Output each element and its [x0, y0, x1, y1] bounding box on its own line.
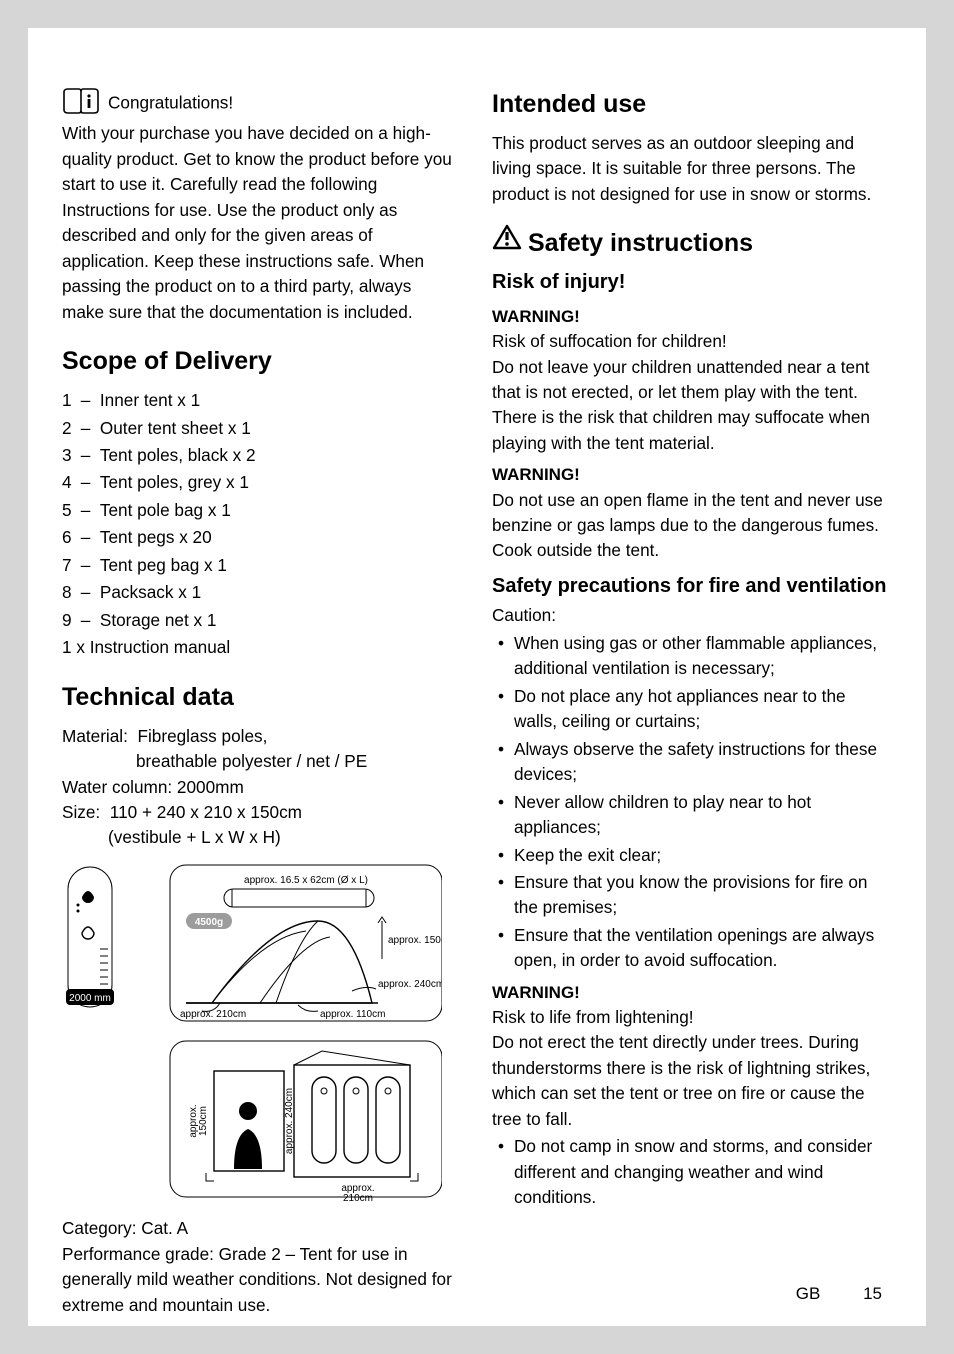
intended-body: This product serves as an outdoor sleepi…: [492, 131, 888, 207]
list-item: Do not camp in snow and storms, and cons…: [492, 1134, 888, 1210]
tech-block: Material: Fibreglass poles, breathable p…: [62, 724, 458, 851]
list-item: Always observe the safety instructions f…: [492, 737, 888, 788]
list-item: When using gas or other flammable applia…: [492, 631, 888, 682]
warning-1-label: WARNING!: [492, 304, 888, 329]
category-text: Category: Cat. A: [62, 1216, 458, 1241]
safety-bullets: When using gas or other flammable applia…: [492, 631, 888, 974]
warning-2-label: WARNING!: [492, 462, 888, 487]
svg-text:approx. 210cm: approx. 210cm: [180, 1009, 246, 1020]
list-item: 6 – Tent pegs x 20: [62, 525, 458, 550]
footer-lang: GB: [796, 1284, 821, 1303]
warning-1-body: Do not leave your children unattended ne…: [492, 355, 888, 457]
page: Congratulations! With your purchase you …: [28, 28, 926, 1326]
size-2: (vestibule + L x W x H): [62, 825, 458, 850]
water-column: Water column: 2000mm: [62, 775, 458, 800]
tech-heading: Technical data: [62, 679, 458, 716]
size-1: 110 + 240 x 210 x 150cm: [110, 802, 302, 822]
right-column: Intended use This product serves as an o…: [492, 86, 888, 1266]
performance-text: Performance grade: Grade 2 – Tent for us…: [62, 1242, 458, 1318]
list-item: 7 – Tent peg bag x 1: [62, 553, 458, 578]
warning-triangle-icon: [492, 224, 522, 257]
svg-text:approx.210cm: approx.210cm: [341, 1183, 374, 1201]
list-item: Keep the exit clear;: [492, 843, 888, 868]
list-item: 8 – Packsack x 1: [62, 580, 458, 605]
list-item: 2 – Outer tent sheet x 1: [62, 416, 458, 441]
page-footer: GB 15: [796, 1284, 882, 1304]
warning-3-body: Do not erect the tent directly under tre…: [492, 1030, 888, 1132]
safety-heading-row: Safety instructions: [492, 225, 888, 262]
svg-text:2000 mm: 2000 mm: [69, 993, 111, 1004]
scope-list: 1 – Inner tent x 1 2 – Outer tent sheet x…: [62, 388, 458, 633]
svg-text:approx. 240cm: approx. 240cm: [378, 979, 442, 990]
svg-text:approx. 16.5 x 62cm (Ø x L): approx. 16.5 x 62cm (Ø x L): [244, 875, 368, 886]
svg-text:4500g: 4500g: [195, 917, 223, 928]
congrats-text: Congratulations!: [108, 92, 233, 112]
safety-heading: Safety instructions: [528, 229, 753, 257]
svg-text:approx. 240cm: approx. 240cm: [284, 1088, 295, 1154]
scope-heading: Scope of Delivery: [62, 343, 458, 380]
material-2: breathable polyester / net / PE: [62, 749, 458, 774]
size-label: Size:: [62, 802, 100, 822]
manual-icon: [62, 86, 100, 121]
intended-heading: Intended use: [492, 86, 888, 123]
svg-text:approx. 150cm: approx. 150cm: [388, 935, 442, 946]
warning-3-label: WARNING!: [492, 980, 888, 1005]
risk-heading: Risk of injury!: [492, 268, 888, 298]
intro-body: With your purchase you have decided on a…: [62, 121, 458, 325]
warning-1-lead: Risk of suffocation for children!: [492, 329, 888, 354]
list-item: 9 – Storage net x 1: [62, 608, 458, 633]
svg-text:approx.150cm: approx.150cm: [188, 1104, 209, 1137]
warning-2-body: Do not use an open flame in the tent and…: [492, 488, 888, 564]
list-item: Do not place any hot appliances near to …: [492, 684, 888, 735]
footer-page: 15: [863, 1284, 882, 1303]
fire-heading: Safety precautions for fire and ventilat…: [492, 572, 888, 602]
material-1: Fibreglass poles,: [137, 726, 267, 746]
warning-3-lead: Risk to life from lightening!: [492, 1005, 888, 1030]
list-item: 4 – Tent poles, grey x 1: [62, 470, 458, 495]
content-columns: Congratulations! With your purchase you …: [62, 86, 892, 1266]
list-item: 1 – Inner tent x 1: [62, 388, 458, 413]
scope-extra: 1 x Instruction manual: [62, 635, 458, 660]
intro-block: Congratulations! With your purchase you …: [62, 86, 458, 325]
list-item: Never allow children to play near to hot…: [492, 790, 888, 841]
list-item: Ensure that the ventilation openings are…: [492, 923, 888, 974]
material-label: Material:: [62, 726, 128, 746]
svg-text:approx. 110cm: approx. 110cm: [320, 1009, 385, 1020]
tech-diagram: 2000 mm approx. 16.5 x 62cm (Ø x L) 4500g a…: [62, 861, 458, 1208]
list-item: 5 – Tent pole bag x 1: [62, 498, 458, 523]
left-column: Congratulations! With your purchase you …: [62, 86, 458, 1266]
list-item: 3 – Tent poles, black x 2: [62, 443, 458, 468]
caution-label: Caution:: [492, 603, 888, 628]
list-item: Ensure that you know the provisions for …: [492, 870, 888, 921]
warning-3-bullets: Do not camp in snow and storms, and cons…: [492, 1134, 888, 1210]
